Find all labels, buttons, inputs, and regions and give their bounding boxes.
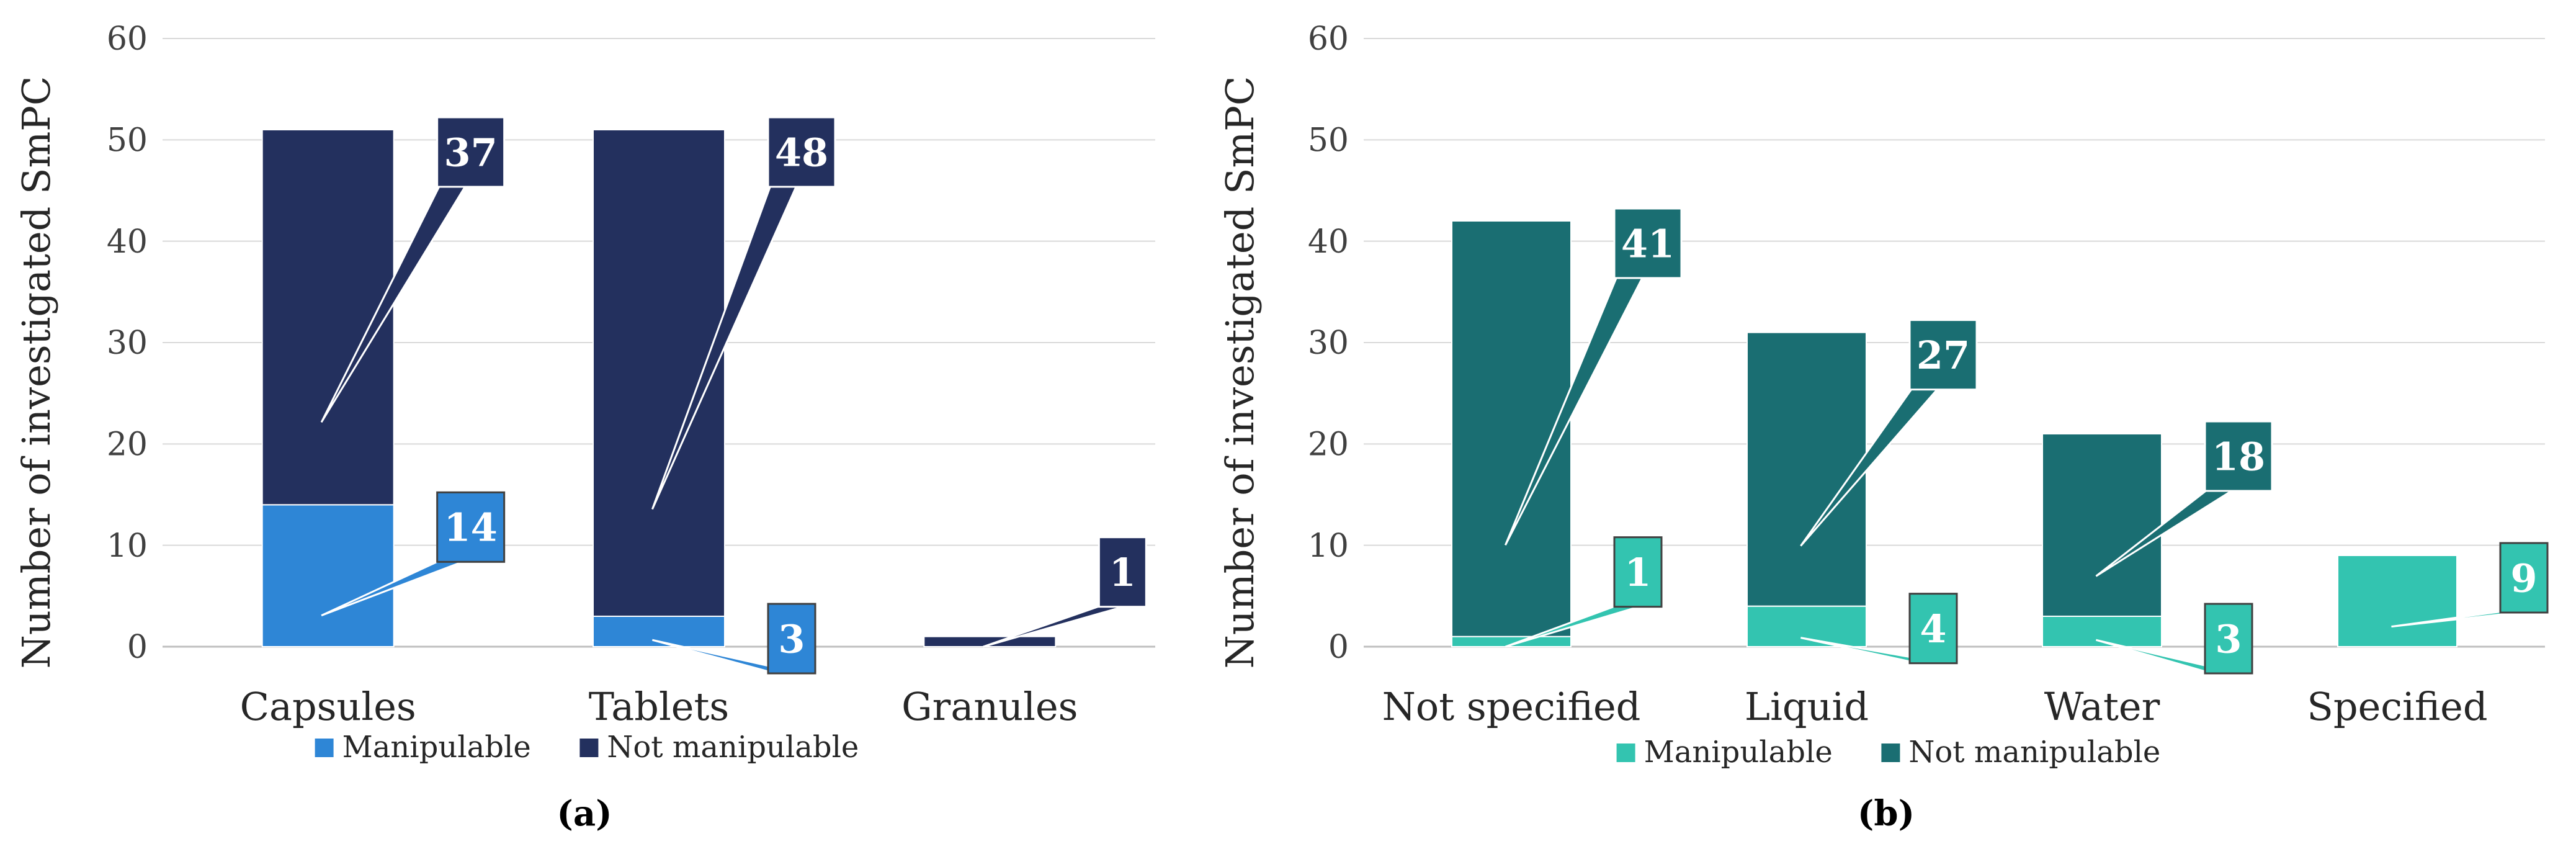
panel-2-panel-label: (b)	[1858, 793, 1915, 834]
panel-2-callout-box	[1908, 319, 1978, 391]
panel-1-ytick-label: 0	[127, 629, 148, 666]
panel-1-callout-granules-not-manipulable: 1	[983, 536, 1147, 648]
panel-2-callout-label: 4	[1920, 606, 1946, 652]
panel-1-ytick-label: 20	[107, 426, 148, 464]
panel-1-ytick-label: 50	[107, 122, 148, 159]
panel-2-bar-liquid-not-manipulable	[1746, 331, 1867, 607]
panel-2-ytick-label: 60	[1308, 20, 1349, 58]
panel-1-callout-label: 1	[1109, 550, 1136, 595]
panel-2-callout-liquid-not-manipulable: 27	[1800, 319, 1978, 547]
panel-2-legend-label-not-manipulable: Not manipulable	[1908, 735, 2160, 770]
panel-2-callout-label: 41	[1621, 221, 1675, 266]
panel-2-callout-specified-manipulable: 9	[2391, 542, 2549, 628]
panel-1-callout-box	[1098, 536, 1147, 608]
panel-2-category-label: Not specified	[1382, 684, 1641, 729]
panel-2-y-axis-title: Number of investigated SmPC	[1217, 76, 1263, 669]
panel-2-callout-liquid-manipulable: 4	[1800, 593, 1958, 665]
panel-2-callout-label: 1	[1624, 550, 1651, 595]
panel-2-callout-water-manipulable: 3	[2095, 603, 2253, 675]
panel-2-legend-swatch-not-manipulable	[1881, 743, 1900, 762]
panel-2-ytick-label: 40	[1308, 223, 1349, 261]
panel-2-legend: Manipulable Not manipulable	[1616, 735, 2160, 770]
panel-2-callout-box	[2499, 542, 2549, 614]
panel-2-bar-specified-manipulable	[2337, 555, 2457, 647]
panel-2-chart: 0 10 20 30 40 50 60 Number of investigated SmPC…	[1217, 20, 2549, 834]
panel-2-callout-label: 3	[2215, 616, 2242, 662]
panel-2-callout-box	[1613, 207, 1683, 279]
panel-1-legend: Manipulable Not manipulable	[315, 730, 859, 765]
panel-1-callout-box	[767, 603, 816, 675]
panel-1-callout-capsules-manipulable: 14	[321, 491, 506, 617]
panel-1-legend-swatch-not-manipulable	[579, 739, 599, 757]
panel-2-bar-not-specified-not-manipulable	[1451, 220, 1572, 637]
panel-2-ytick-label: 10	[1308, 528, 1349, 565]
panel-1-ytick-label: 30	[107, 325, 148, 362]
panel-2-ytick-label: 50	[1308, 122, 1349, 159]
panel-1-legend-label-not-manipulable: Not manipulable	[607, 730, 859, 765]
panel-2-category-label: Water	[2044, 684, 2160, 729]
panel-2-ytick-label: 0	[1328, 629, 1349, 666]
panel-1-panel-label: (a)	[557, 793, 612, 834]
panel-1-ytick-label: 10	[107, 528, 148, 565]
panel-1-callout-tablets-manipulable: 3	[652, 603, 816, 675]
panel-2-legend-swatch-manipulable	[1616, 743, 1635, 762]
panel-1-callout-label: 14	[444, 505, 498, 550]
panel-1-category-label: Tablets	[589, 684, 729, 729]
panel-1-bar-capsules-manipulable	[261, 504, 395, 647]
panel-2-category-label: Specified	[2307, 684, 2487, 729]
panel-2-ytick-label: 20	[1308, 426, 1349, 464]
panel-2-callout-not-specified-manipulable: 1	[1505, 536, 1663, 648]
panel-2-callout-not-specified-not-manipulable: 41	[1505, 207, 1683, 546]
panel-1-callout-label: 37	[444, 130, 498, 175]
panel-2-callout-box	[1613, 536, 1663, 608]
panel-2-category-label: Liquid	[1745, 684, 1869, 729]
panel-1-callout-tablets-not-manipulable: 48	[651, 116, 836, 510]
panel-1-bar-capsules-not-manipulable	[261, 129, 395, 506]
panel-1-category-label: Granules	[901, 684, 1078, 729]
panel-1-callout-box	[767, 116, 836, 188]
panel-1-category-label: Capsules	[240, 684, 416, 729]
panel-2-ytick-label: 30	[1308, 325, 1349, 362]
panel-2-callout-label: 27	[1916, 333, 1970, 378]
panel-2-bar-water-not-manipulable	[2042, 433, 2162, 617]
panel-2-callout-label: 18	[2212, 434, 2265, 479]
panel-1-chart: 0 10 20 30 40 50 60 Number of investigated SmPC…	[14, 20, 1155, 834]
panel-1-y-axis-title: Number of investigated SmPC	[14, 76, 59, 669]
panel-1-callout-box	[436, 491, 506, 563]
panel-1-bar-granules-not-manipulable	[923, 636, 1057, 647]
panel-1-legend-swatch-manipulable	[315, 739, 334, 757]
panel-2-bar-liquid-manipulable	[1746, 605, 1867, 648]
panel-1-callout-box	[436, 116, 506, 188]
panel-1-legend-label-manipulable: Manipulable	[342, 730, 531, 765]
panel-1-ytick-label: 60	[107, 20, 148, 58]
panel-1-ytick-label: 40	[107, 223, 148, 261]
panel-1-callout-label: 3	[778, 616, 805, 662]
panel-2-legend-label-manipulable: Manipulable	[1644, 735, 1833, 770]
panel-2-callout-box	[2204, 603, 2253, 675]
panel-2-callout-label: 9	[2510, 555, 2537, 601]
panel-1-callout-label: 48	[775, 130, 828, 175]
panel-2-callout-box	[1908, 593, 1958, 665]
panel-2-callout-water-not-manipulable: 18	[2095, 420, 2273, 577]
panel-1-callout-capsules-not-manipulable: 37	[320, 116, 506, 423]
panel-2-callout-box	[2204, 420, 2273, 492]
